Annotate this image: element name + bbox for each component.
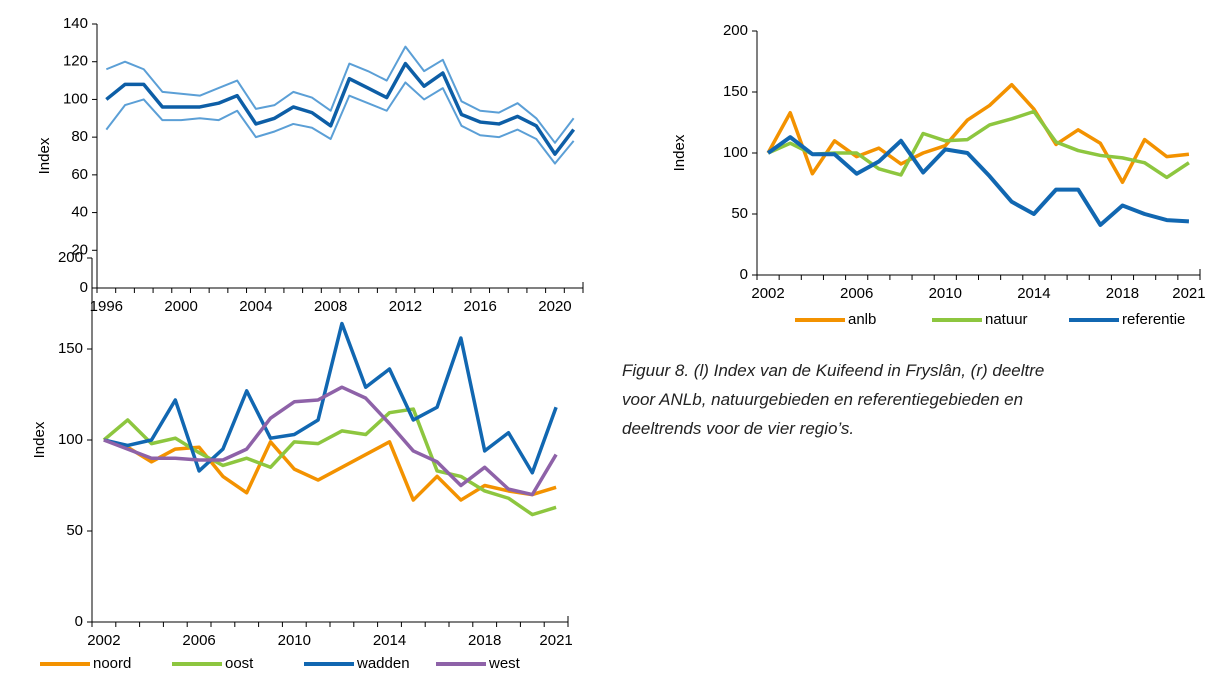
x-tick-label: 1996 xyxy=(90,298,123,315)
legend-label: noord xyxy=(93,655,131,672)
x-tick-label: 2002 xyxy=(87,632,120,649)
series-line xyxy=(105,81,575,165)
x-tick-label: 2006 xyxy=(182,632,215,649)
y-axis-label: Index xyxy=(31,421,48,458)
x-tick-label: 2016 xyxy=(464,298,497,315)
legend-label: natuur xyxy=(985,311,1028,328)
x-tick-label: 2008 xyxy=(314,298,347,315)
y-axis-label: Index xyxy=(671,134,688,171)
series-line xyxy=(767,109,1190,180)
caption-line: voor ANLb, natuurgebieden en referentieg… xyxy=(622,390,1024,409)
series-line xyxy=(766,82,1190,185)
series-line xyxy=(105,45,575,144)
x-tick-label: 2010 xyxy=(278,632,311,649)
y-tick-label: 100 xyxy=(723,144,748,161)
caption-line: deeltrends voor de vier regio’s. xyxy=(622,419,855,438)
series-line xyxy=(103,321,558,475)
y-tick-label: 140 xyxy=(63,15,88,32)
legend-label: oost xyxy=(225,655,254,672)
y-tick-label: 120 xyxy=(63,53,88,70)
y-tick-label: 150 xyxy=(723,83,748,100)
legend-label: referentie xyxy=(1122,311,1185,328)
x-tick-label: 2021 xyxy=(539,632,572,649)
series-line xyxy=(102,407,557,517)
y-tick-label: 80 xyxy=(71,128,88,145)
y-tick-label: 0 xyxy=(75,613,83,630)
series-line xyxy=(766,135,1190,227)
y-tick-label: 0 xyxy=(80,279,88,296)
x-tick-label: 2006 xyxy=(840,285,873,302)
y-tick-label: 200 xyxy=(58,249,83,266)
y-tick-label: 200 xyxy=(723,22,748,39)
x-tick-label: 2021 xyxy=(1172,285,1205,302)
y-tick-label: 100 xyxy=(58,431,83,448)
y-tick-label: 20 xyxy=(71,241,88,258)
series-line xyxy=(105,61,576,156)
caption-line: Figuur 8. (l) Index van de Kuifeend in F… xyxy=(622,361,1045,380)
y-tick-label: 50 xyxy=(731,205,748,222)
y-tick-label: 100 xyxy=(63,90,88,107)
y-tick-label: 150 xyxy=(58,340,83,357)
x-tick-label: 2000 xyxy=(164,298,197,315)
legend-label: west xyxy=(488,655,521,672)
caption: Figuur 8. (l) Index van de Kuifeend in F… xyxy=(622,356,1230,443)
legend-label: wadden xyxy=(356,655,410,672)
legend-label: anlb xyxy=(848,311,876,328)
x-tick-label: 2018 xyxy=(1106,285,1139,302)
x-tick-label: 2014 xyxy=(1017,285,1050,302)
y-tick-label: 50 xyxy=(66,522,83,539)
x-tick-label: 2012 xyxy=(389,298,422,315)
x-tick-label: 2010 xyxy=(929,285,962,302)
y-tick-label: 60 xyxy=(71,166,88,183)
x-tick-label: 2002 xyxy=(751,285,784,302)
x-tick-label: 2020 xyxy=(538,298,571,315)
y-tick-label: 40 xyxy=(71,204,88,221)
series-line xyxy=(103,385,558,497)
x-tick-label: 2004 xyxy=(239,298,272,315)
x-tick-label: 2018 xyxy=(468,632,501,649)
x-tick-label: 2014 xyxy=(373,632,406,649)
y-axis-label: Index xyxy=(36,137,53,174)
y-tick-label: 0 xyxy=(740,266,748,283)
